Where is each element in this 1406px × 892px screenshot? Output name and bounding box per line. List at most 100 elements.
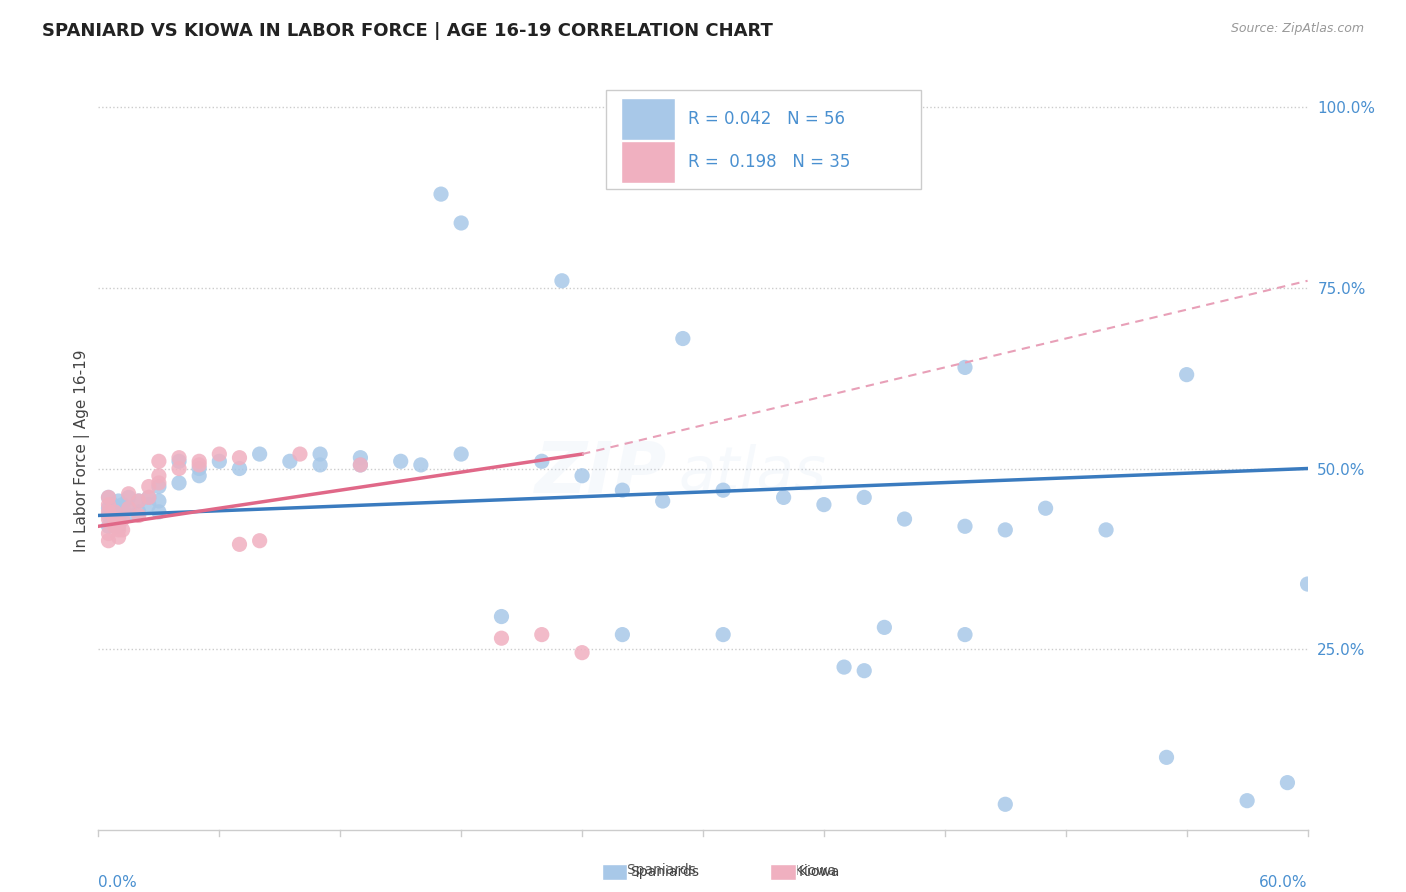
Point xyxy=(103,519,125,533)
Point xyxy=(138,498,160,512)
Point xyxy=(711,483,734,498)
Point xyxy=(107,523,129,537)
Point xyxy=(953,627,976,641)
Text: Kiowa: Kiowa xyxy=(799,865,839,880)
Point xyxy=(111,498,134,512)
Point xyxy=(551,274,574,288)
Point xyxy=(188,461,211,475)
Point xyxy=(612,483,634,498)
Point xyxy=(118,508,141,523)
Point xyxy=(853,491,876,505)
Point xyxy=(349,450,371,465)
Point xyxy=(491,609,513,624)
Point xyxy=(167,461,190,475)
Point xyxy=(148,475,170,490)
Point xyxy=(1175,368,1198,382)
Point xyxy=(571,646,593,660)
Point xyxy=(409,458,432,472)
Point xyxy=(309,447,332,461)
Text: atlas: atlas xyxy=(679,443,827,503)
Point xyxy=(1277,775,1299,789)
Point xyxy=(97,526,120,541)
Point xyxy=(1095,523,1118,537)
Y-axis label: In Labor Force | Age 16-19: In Labor Force | Age 16-19 xyxy=(75,349,90,552)
Point xyxy=(118,491,141,505)
Point xyxy=(208,454,231,468)
Bar xyxy=(621,98,675,140)
Point xyxy=(953,519,976,533)
Point xyxy=(349,458,371,472)
Point xyxy=(167,454,190,468)
Point xyxy=(530,627,553,641)
Text: 0.0%: 0.0% xyxy=(98,875,138,890)
Point xyxy=(97,505,120,519)
Point xyxy=(612,627,634,641)
Text: ZIP: ZIP xyxy=(534,439,666,508)
Point xyxy=(389,454,412,468)
Point xyxy=(128,508,150,523)
Point xyxy=(97,533,120,548)
Point xyxy=(148,494,170,508)
Point xyxy=(1236,794,1258,808)
Point xyxy=(672,332,695,346)
Point xyxy=(138,479,160,493)
Text: SPANIARD VS KIOWA IN LABOR FORCE | AGE 16-19 CORRELATION CHART: SPANIARD VS KIOWA IN LABOR FORCE | AGE 1… xyxy=(42,22,773,40)
Point xyxy=(1035,501,1057,516)
Point xyxy=(148,454,170,468)
Point xyxy=(167,450,190,465)
Point xyxy=(188,468,211,483)
Point xyxy=(309,458,332,472)
Point xyxy=(97,508,120,523)
FancyBboxPatch shape xyxy=(606,90,921,189)
Point xyxy=(103,505,125,519)
Text: Source: ZipAtlas.com: Source: ZipAtlas.com xyxy=(1230,22,1364,36)
Point xyxy=(1296,577,1319,591)
Point xyxy=(118,487,141,501)
Point xyxy=(994,797,1017,812)
Point xyxy=(278,454,301,468)
Point xyxy=(450,216,472,230)
Point xyxy=(128,505,150,519)
Bar xyxy=(621,142,675,183)
Point xyxy=(118,501,141,516)
Point xyxy=(111,512,134,526)
Point xyxy=(228,461,250,475)
Point xyxy=(893,512,915,526)
Point xyxy=(97,491,120,505)
Point xyxy=(167,475,190,490)
Point xyxy=(530,454,553,468)
Point xyxy=(188,454,211,468)
Point xyxy=(97,512,120,526)
Point xyxy=(349,458,371,472)
Point xyxy=(711,627,734,641)
Point xyxy=(249,447,271,461)
Text: 60.0%: 60.0% xyxy=(1260,875,1308,890)
Point xyxy=(111,505,134,519)
Point xyxy=(148,505,170,519)
Point xyxy=(148,468,170,483)
Point xyxy=(103,512,125,526)
Point xyxy=(101,508,124,523)
Point xyxy=(101,505,124,519)
Point xyxy=(1156,750,1178,764)
Point xyxy=(450,447,472,461)
Text: Spaniards: Spaniards xyxy=(630,865,699,880)
Point xyxy=(107,530,129,544)
Point xyxy=(118,501,141,516)
Text: □  Spaniards: □ Spaniards xyxy=(605,863,696,877)
Point xyxy=(953,360,976,375)
Point xyxy=(97,498,120,512)
Point xyxy=(97,491,120,505)
Point xyxy=(208,447,231,461)
Point xyxy=(128,494,150,508)
Point xyxy=(651,494,673,508)
Point xyxy=(97,501,120,516)
Point xyxy=(772,491,794,505)
Point xyxy=(97,519,120,533)
Point xyxy=(832,660,855,674)
Point xyxy=(853,664,876,678)
Point xyxy=(813,498,835,512)
Point xyxy=(228,537,250,551)
Point xyxy=(873,620,896,634)
Point xyxy=(111,523,134,537)
